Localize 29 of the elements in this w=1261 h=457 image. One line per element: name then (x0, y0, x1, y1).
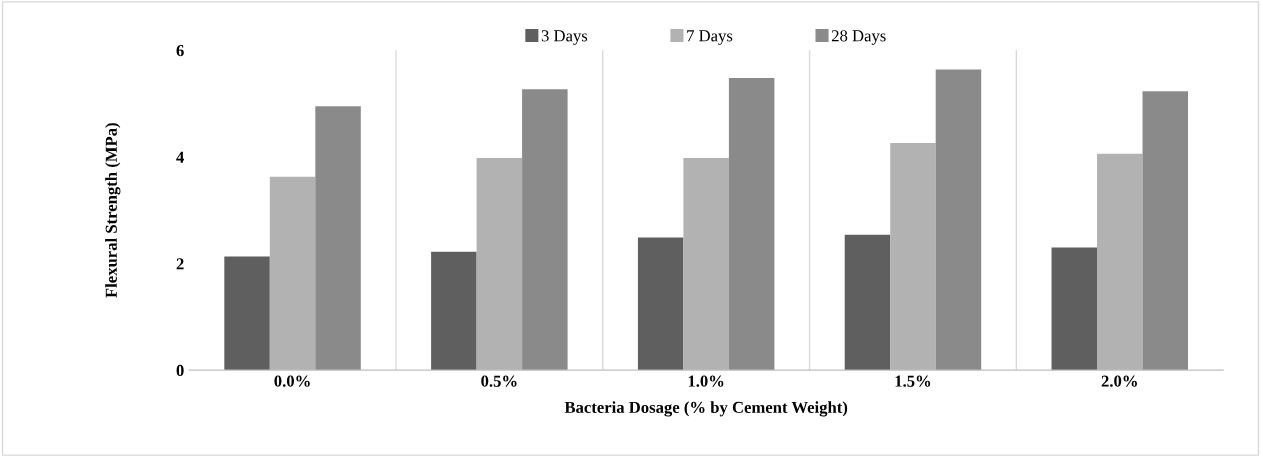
bar (728, 77, 775, 371)
y-axis-title: Flexural Strength (MPa) (105, 123, 121, 298)
bar (522, 89, 568, 371)
y-tick-label: 6 (176, 45, 184, 57)
bar (683, 157, 729, 371)
bar (935, 69, 982, 371)
y-tick-label: 4 (176, 151, 184, 163)
legend-label: 7 Days (687, 30, 733, 45)
bar (1142, 91, 1189, 371)
bar (269, 176, 316, 371)
x-tick-label: 1.5% (895, 375, 931, 387)
x-tick-label: 1.0% (688, 375, 724, 387)
x-tick-label: 0.0% (274, 375, 310, 387)
x-tick-label: 2.0% (1101, 375, 1137, 387)
legend-label: 3 Days (541, 30, 588, 45)
y-tick-label: 2 (176, 258, 184, 270)
bar (890, 143, 936, 371)
bar (431, 251, 477, 371)
bar (1051, 247, 1098, 371)
bar (637, 237, 684, 371)
y-tick-label: 0 (176, 364, 184, 377)
x-axis-title: Bacteria Dosage (% by Cement Weight) (564, 401, 848, 417)
legend-label: 28 Days (831, 30, 886, 45)
bar (1097, 153, 1143, 371)
x-tick-label: 0.5% (481, 375, 517, 387)
bar (224, 256, 270, 371)
bar (315, 106, 361, 371)
bar (476, 157, 523, 371)
bar (844, 234, 891, 371)
